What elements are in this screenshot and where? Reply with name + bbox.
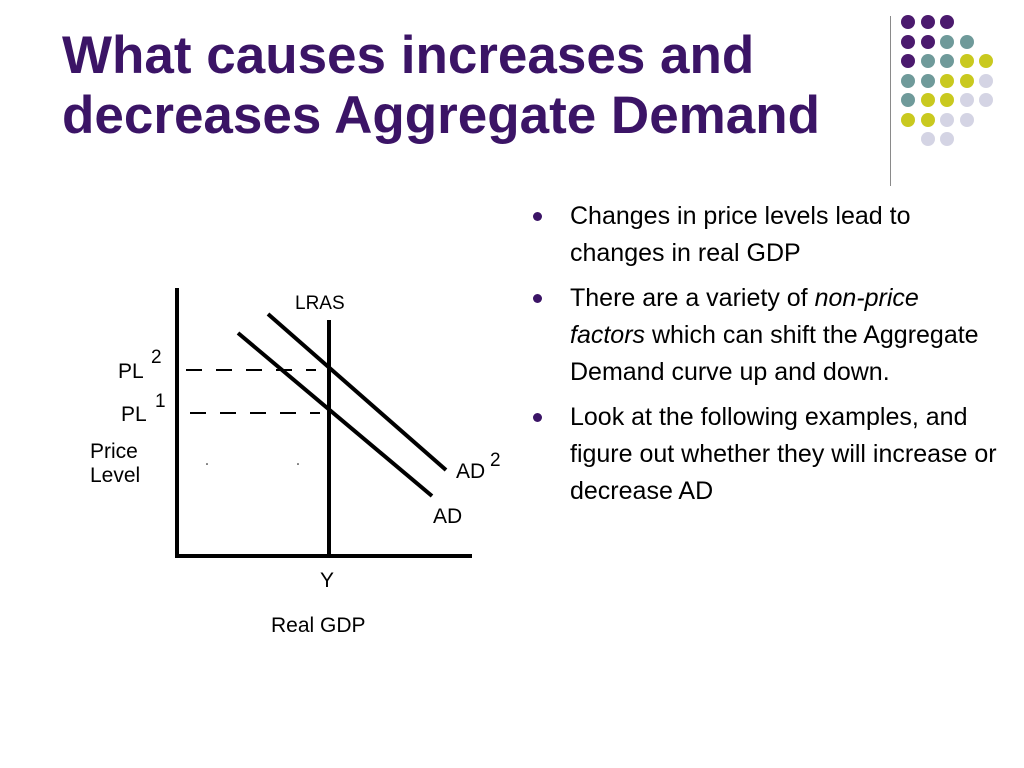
pl1-label: PL [121,403,147,426]
decor-dot-purple [940,15,954,29]
decor-dot-yellow [940,73,954,88]
ad-graph: LRAS PL 2 PL 1 Price Level AD 2 AD Y Rea… [90,288,500,637]
decor-dot-yellow [920,93,935,107]
decor-dot-lavender [959,112,974,127]
bullet-2-italic: non-price factors [570,284,919,349]
bullet-dot-icon [533,212,542,221]
ad2-curve [266,312,448,472]
pl1-superscript: 1 [155,391,166,412]
slide-title: What causes increases and decreases Aggr… [62,26,882,146]
decorative-dot-grid [900,12,1010,162]
decor-dot-lavender [979,93,993,107]
decor-dot-purple [901,34,915,49]
title-line-1: What causes increases and [62,26,755,85]
decor-dot-teal [920,73,935,88]
bullet-dot-icon [533,413,542,422]
y-axis-label-line2: Level [90,464,140,487]
bullet-item-3: Look at the following examples, and figu… [530,399,1000,510]
decor-dot-yellow [959,73,974,88]
vertical-divider [890,16,891,186]
decor-dot-teal [959,34,974,49]
bullet-2-text-before: There are a variety of [570,284,815,312]
ad2-superscript: 2 [490,450,500,471]
pl2-label: PL [118,360,144,383]
decor-dot-teal [940,34,954,49]
bullet-item-2: There are a variety of non-price factors… [530,280,1000,391]
decor-dot-purple [920,34,935,49]
decor-dot-purple [901,15,915,29]
decor-dot-yellow [979,54,993,68]
decor-dot-lavender [920,132,935,146]
speck-mark [297,463,299,465]
bullet-list: Changes in price levels lead to changes … [530,198,1000,518]
decor-dot-purple [920,15,935,29]
decor-dot-lavender [940,112,954,127]
decor-dot-teal [901,73,915,88]
x-axis-label: Real GDP [271,614,366,637]
title-line-2: decreases Aggregate Demand [62,86,821,145]
pl2-superscript: 2 [151,347,162,368]
ad2-label: AD [456,460,485,483]
decor-dot-yellow [959,54,974,68]
decor-dot-yellow [901,112,915,127]
decor-dot-purple [901,54,915,68]
decor-dot-lavender [979,73,993,88]
lras-label: LRAS [295,293,345,314]
bullet-2-text-after: which can shift the Aggregate Demand cur… [570,321,979,386]
bullet-dot-icon [533,294,542,303]
bullet-3-text: Look at the following examples, and figu… [570,403,997,505]
ad-curve [236,331,434,498]
decor-dot-teal [940,54,954,68]
bullet-item-1: Changes in price levels lead to changes … [530,198,1000,272]
decor-dot-lavender [959,93,974,107]
decor-dot-yellow [940,93,954,107]
decor-dot-teal [901,93,915,107]
decor-dot-lavender [940,132,954,146]
ad-label: AD [433,505,462,528]
speck-mark [206,463,208,465]
decor-dot-yellow [920,112,935,127]
y-output-label: Y [320,569,334,592]
decor-dot-teal [920,54,935,68]
y-axis-label-line1: Price [90,440,138,463]
bullet-1-text: Changes in price levels lead to changes … [570,202,911,267]
